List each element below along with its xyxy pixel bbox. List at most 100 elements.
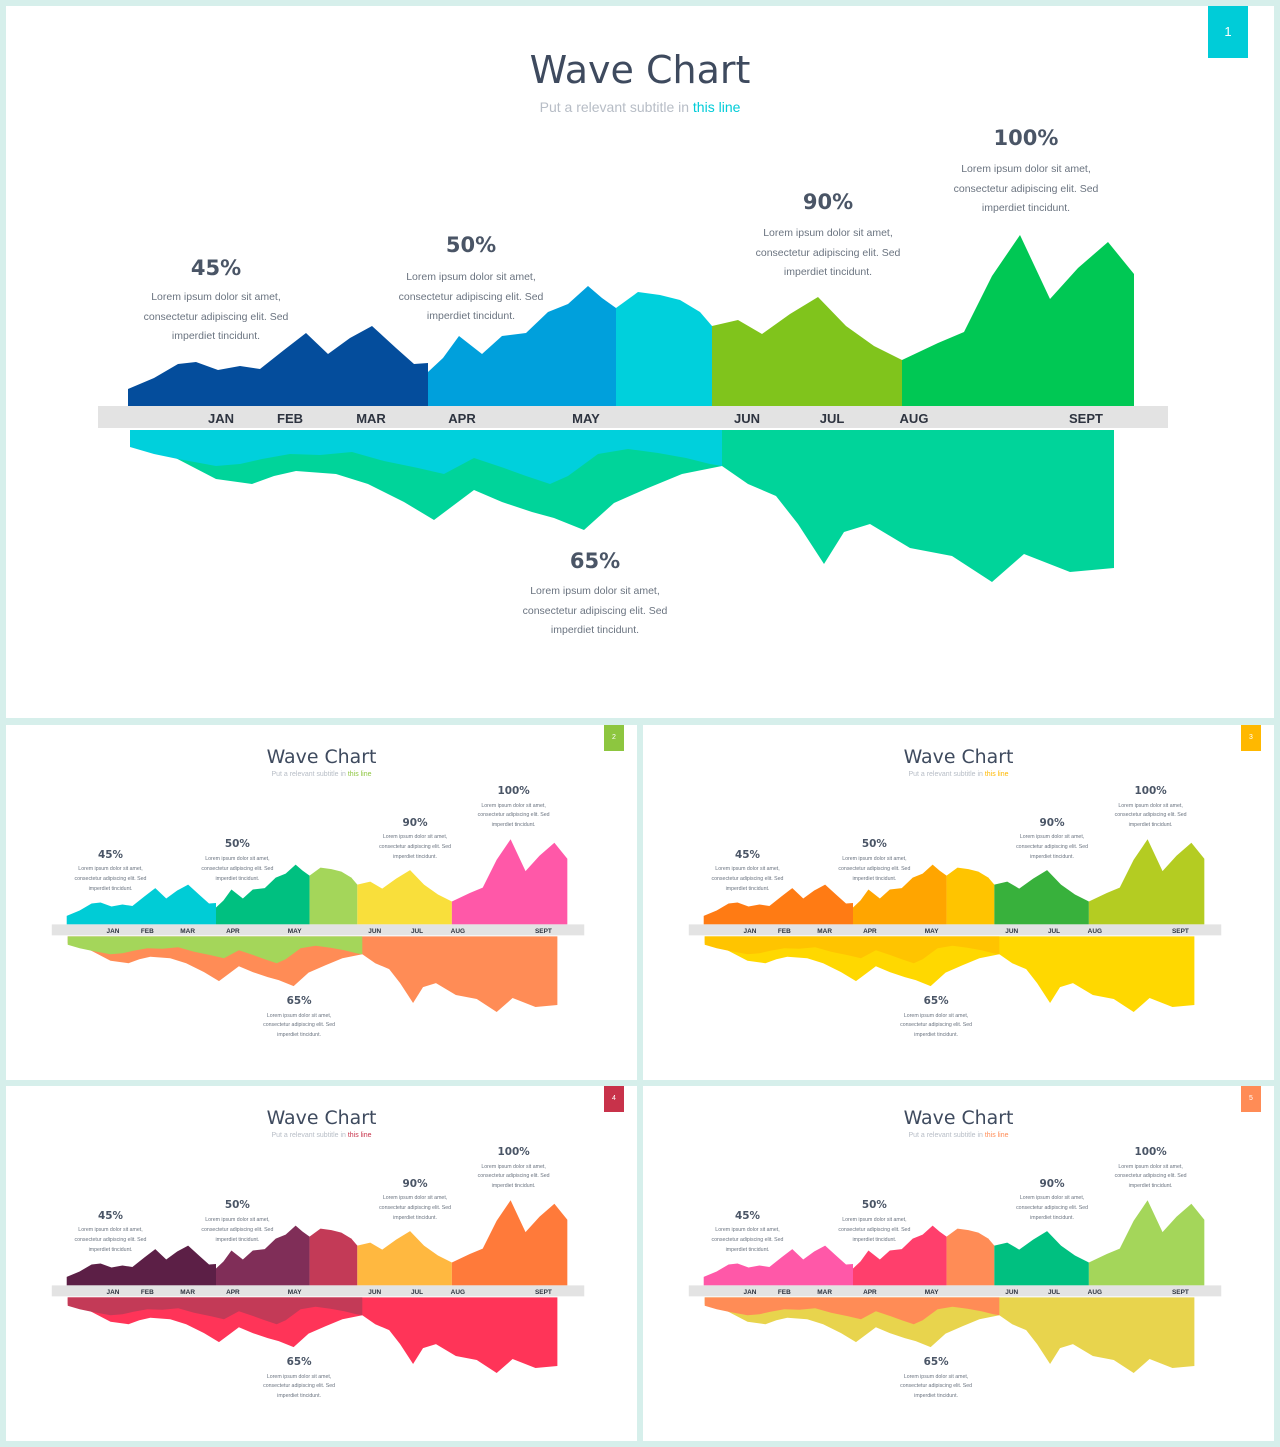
callout-c100-percent: 100% xyxy=(993,126,1059,150)
callout-c100-description: Lorem ipsum dolor sit amet, consectetur … xyxy=(477,1163,550,1190)
page-subtitle: Put a relevant subtitle in this line xyxy=(643,771,1274,778)
callout-c65-percent: 65% xyxy=(923,1356,949,1369)
month-label-feb: FEB xyxy=(778,928,791,935)
callout-c50-percent: 50% xyxy=(224,837,250,850)
subtitle-text: Put a relevant subtitle in xyxy=(539,99,693,115)
wave-top-segment-5 xyxy=(1088,1200,1205,1286)
wave-top-segment-2 xyxy=(853,864,947,925)
wave-bottom-back xyxy=(704,936,1195,1012)
callout-c90-description: Lorem ipsum dolor sit amet, consectetur … xyxy=(1016,834,1089,860)
month-label-apr: APR xyxy=(226,928,240,935)
callout-c65-description: Lorem ipsum dolor sit amet, consectetur … xyxy=(900,1012,973,1039)
month-label-sept: SEPT xyxy=(535,928,552,935)
callout-c50-description: Lorem ipsum dolor sit amet, consectetur … xyxy=(838,1217,911,1243)
slide-1: 1 Wave Chart Put a relevant subtitle in th… xyxy=(6,6,1274,718)
callout-c45-description: Lorem ipsum dolor sit amet, consectetur … xyxy=(711,866,784,892)
month-label-jun: JUN xyxy=(368,928,381,935)
callout-c45-description: Lorem ipsum dolor sit amet, consectetur … xyxy=(74,1227,147,1253)
page-title: Wave Chart xyxy=(903,1106,1014,1129)
subtitle-highlight: this line xyxy=(984,1132,1009,1140)
month-label-aug: AUG xyxy=(1088,1289,1102,1296)
callout-c45-percent: 45% xyxy=(98,1210,123,1223)
subtitle-text: Put a relevant subtitle in xyxy=(271,771,348,779)
month-label-mar: MAR xyxy=(180,928,195,935)
slide-number-badge: 5 xyxy=(1241,1086,1261,1112)
slide-number-badge: 1 xyxy=(1208,6,1248,58)
month-label-apr: APR xyxy=(863,1289,877,1296)
wave-bottom-front xyxy=(704,936,1000,964)
page-title: Wave Chart xyxy=(266,745,377,768)
month-label-apr: APR xyxy=(226,1289,240,1296)
callout-c65-percent: 65% xyxy=(569,549,621,573)
month-label-jun: JUN xyxy=(734,411,760,426)
month-label-jun: JUN xyxy=(1005,1289,1018,1296)
month-label-apr: APR xyxy=(448,411,476,426)
callout-c50-description: Lorem ipsum dolor sit amet, consectetur … xyxy=(201,856,274,882)
wave-top-segment-1 xyxy=(66,1245,217,1286)
wave-top-segment-2 xyxy=(216,1225,310,1286)
wave-top-segment-4 xyxy=(357,870,452,925)
month-label-apr: APR xyxy=(863,928,877,935)
month-label-sept: SEPT xyxy=(535,1289,552,1296)
callout-c45-percent: 45% xyxy=(98,849,123,862)
slide-5: 5 Wave Chart Put a relevant subtitle in th… xyxy=(643,1086,1274,1441)
callout-c65-description: Lorem ipsum dolor sit amet, consectetur … xyxy=(263,1012,336,1039)
month-label-feb: FEB xyxy=(778,1289,791,1296)
wave-top-segment-2 xyxy=(428,286,616,406)
callout-c45-description: Lorem ipsum dolor sit amet, consectetur … xyxy=(143,291,289,342)
page-subtitle: Put a relevant subtitle in this line xyxy=(6,99,1274,115)
slide-4: 4 Wave Chart Put a relevant subtitle in th… xyxy=(6,1086,637,1441)
callout-c50-percent: 50% xyxy=(224,1198,250,1211)
wave-top-segment-1 xyxy=(66,884,217,925)
callout-c100-description: Lorem ipsum dolor sit amet, consectetur … xyxy=(477,802,550,829)
month-label-may: MAY xyxy=(288,1289,302,1296)
callout-c90-description: Lorem ipsum dolor sit amet, consectetur … xyxy=(755,227,901,278)
wave-top-segment-2 xyxy=(853,1225,947,1286)
callout-c65-description: Lorem ipsum dolor sit amet, consectetur … xyxy=(522,585,668,636)
wave-top-segment-3 xyxy=(946,1228,995,1286)
subtitle-highlight: this line xyxy=(984,771,1009,779)
wave-bottom-back xyxy=(130,430,1114,582)
wave-top-segment-2 xyxy=(216,864,310,925)
month-axis-band xyxy=(51,924,585,936)
month-axis-band xyxy=(98,406,1168,428)
wave-bottom-front xyxy=(67,936,363,964)
month-label-sept: SEPT xyxy=(1172,928,1189,935)
page-subtitle: Put a relevant subtitle in this line xyxy=(6,771,637,778)
page-subtitle: Put a relevant subtitle in this line xyxy=(643,1132,1274,1139)
callout-c100-percent: 100% xyxy=(497,1145,530,1158)
callout-c90-percent: 90% xyxy=(1039,1177,1065,1190)
wave-top-segment-4 xyxy=(994,1231,1089,1286)
wave-top-segment-4 xyxy=(712,297,902,406)
callout-c90-percent: 90% xyxy=(402,816,428,829)
wave-chart: JAN FEB MAR APR MAY JUN JUL AUG SEPT xyxy=(51,839,585,1012)
callout-c65-percent: 65% xyxy=(923,995,949,1008)
month-axis-band xyxy=(51,1285,585,1297)
month-label-mar: MAR xyxy=(356,411,386,426)
month-label-jun: JUN xyxy=(368,1289,381,1296)
callout-c45-description: Lorem ipsum dolor sit amet, consectetur … xyxy=(711,1227,784,1253)
callout-c100-description: Lorem ipsum dolor sit amet, consectetur … xyxy=(953,163,1099,214)
callout-c90-description: Lorem ipsum dolor sit amet, consectetur … xyxy=(1016,1195,1089,1221)
month-label-jun: JUN xyxy=(1005,928,1018,935)
slide-number-badge: 4 xyxy=(604,1086,624,1112)
month-label-sept: SEPT xyxy=(1172,1289,1189,1296)
slide-number-badge: 3 xyxy=(1241,725,1261,751)
wave-top-segment-1 xyxy=(703,1245,854,1286)
month-label-jul: JUL xyxy=(1048,1289,1060,1296)
callout-c90-description: Lorem ipsum dolor sit amet, consectetur … xyxy=(379,834,452,860)
wave-top-segment-5 xyxy=(902,235,1134,406)
wave-bottom-back xyxy=(67,1297,558,1373)
month-label-aug: AUG xyxy=(451,1289,465,1296)
month-label-may: MAY xyxy=(925,928,939,935)
subtitle-text: Put a relevant subtitle in xyxy=(908,771,985,779)
page-title: Wave Chart xyxy=(903,745,1014,768)
subtitle-highlight: this line xyxy=(347,771,372,779)
slide-3: 3 Wave Chart Put a relevant subtitle in th… xyxy=(643,725,1274,1080)
month-axis-band xyxy=(688,1285,1222,1297)
month-label-jan: JAN xyxy=(208,411,234,426)
slide-2: 2 Wave Chart Put a relevant subtitle in th… xyxy=(6,725,637,1080)
month-label-feb: FEB xyxy=(277,411,303,426)
month-label-jul: JUL xyxy=(411,928,423,935)
month-label-jul: JUL xyxy=(820,411,845,426)
